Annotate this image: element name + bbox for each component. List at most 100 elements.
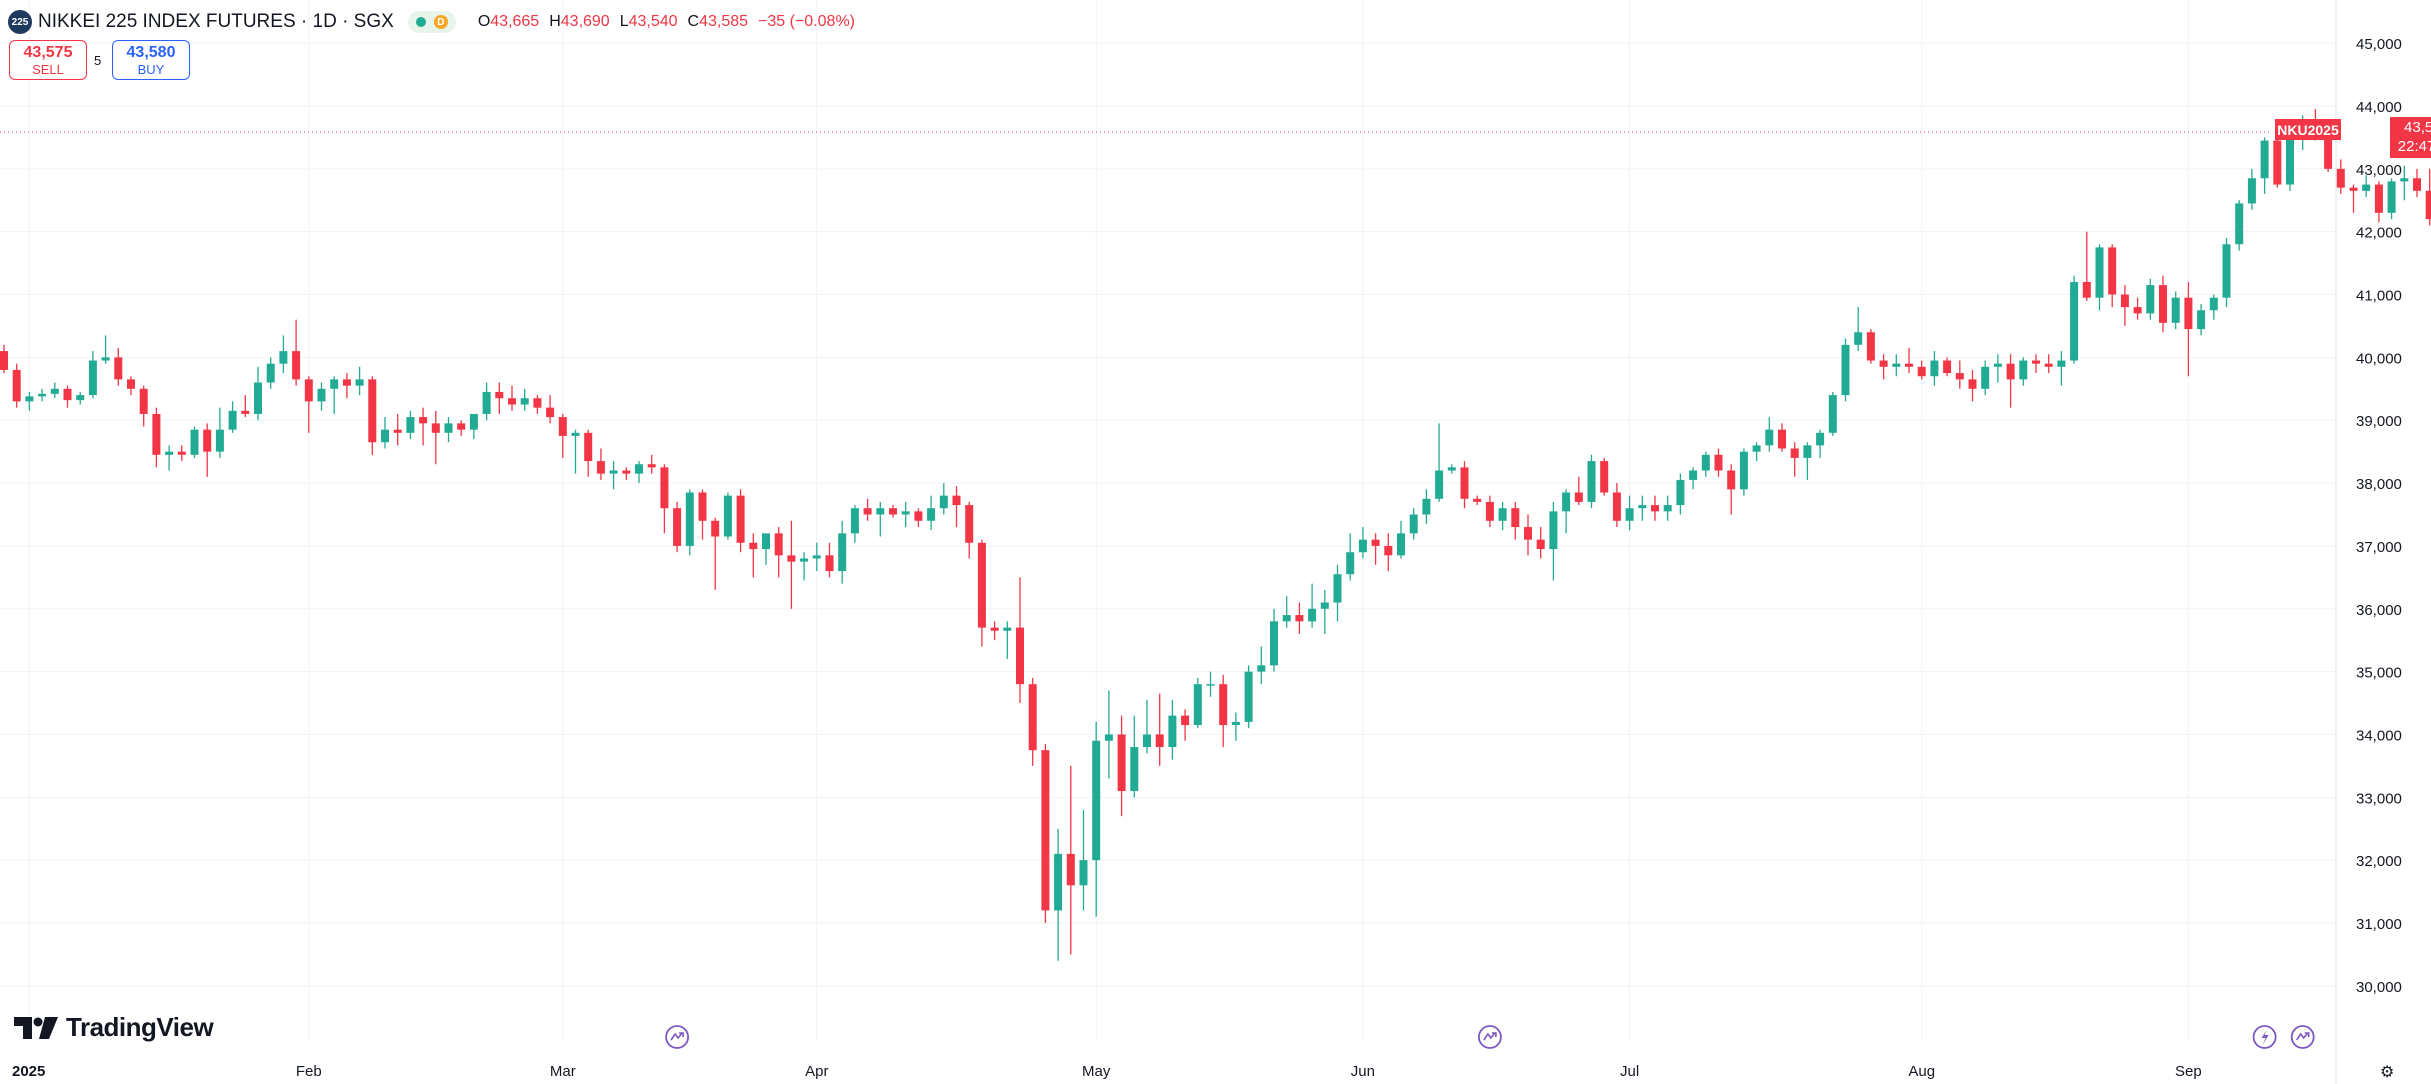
candle[interactable] <box>838 520 847 584</box>
candle[interactable] <box>2057 351 2066 386</box>
candle[interactable] <box>1193 677 1202 729</box>
candle[interactable] <box>723 492 732 540</box>
candle[interactable] <box>977 539 986 647</box>
candle[interactable] <box>1282 596 1291 628</box>
candle[interactable] <box>2032 354 2040 374</box>
candle[interactable] <box>1308 583 1317 628</box>
candle[interactable] <box>1536 527 1545 559</box>
candle[interactable] <box>304 376 313 433</box>
candle[interactable] <box>1905 347 1913 374</box>
candle[interactable] <box>1181 709 1190 741</box>
event-split-icon[interactable] <box>1478 1025 1502 1049</box>
candle[interactable] <box>1295 602 1304 634</box>
candle[interactable] <box>317 382 326 411</box>
candle[interactable] <box>1384 533 1393 572</box>
candle[interactable] <box>1701 451 1710 477</box>
candle[interactable] <box>698 489 707 540</box>
candle[interactable] <box>1574 476 1583 506</box>
candle[interactable] <box>1790 442 1799 477</box>
candle[interactable] <box>673 501 682 553</box>
candle[interactable] <box>1587 454 1596 509</box>
candle[interactable] <box>1549 501 1558 581</box>
candle[interactable] <box>825 542 834 578</box>
candle[interactable] <box>1752 442 1761 462</box>
candle[interactable] <box>215 407 224 458</box>
candle[interactable] <box>342 373 351 399</box>
event-split-icon[interactable] <box>2290 1025 2315 1049</box>
candle[interactable] <box>965 501 974 559</box>
candle[interactable] <box>38 388 47 402</box>
candle[interactable] <box>1003 621 1012 660</box>
candle[interactable] <box>165 445 174 471</box>
candle[interactable] <box>2082 231 2091 301</box>
candle[interactable] <box>596 448 605 480</box>
candle[interactable] <box>1155 693 1164 766</box>
candle[interactable] <box>50 382 59 399</box>
candle[interactable] <box>355 366 364 396</box>
symbol-title[interactable]: NIKKEI 225 INDEX FUTURES · 1D · SGX <box>38 11 394 32</box>
candle[interactable] <box>1320 589 1329 634</box>
candle[interactable] <box>101 335 110 364</box>
candle[interactable] <box>520 388 529 411</box>
candle[interactable] <box>685 489 694 556</box>
candle[interactable] <box>533 395 542 414</box>
candle[interactable] <box>2006 354 2015 408</box>
candle[interactable] <box>1358 527 1367 559</box>
candle[interactable] <box>2349 184 2358 213</box>
candle[interactable] <box>2159 275 2167 333</box>
candle[interactable] <box>2108 244 2117 308</box>
market-status-pill[interactable]: D <box>407 11 456 33</box>
candle[interactable] <box>88 351 97 399</box>
candle[interactable] <box>1854 307 1863 352</box>
candle[interactable] <box>1054 828 1063 961</box>
candle[interactable] <box>863 498 872 521</box>
candle[interactable] <box>241 395 250 418</box>
candle[interactable] <box>1435 423 1444 502</box>
candle[interactable] <box>114 347 123 386</box>
candle[interactable] <box>2374 181 2383 223</box>
candle[interactable] <box>990 621 999 641</box>
candle[interactable] <box>177 445 186 462</box>
candle[interactable] <box>1943 357 1952 377</box>
candle[interactable] <box>406 410 415 440</box>
candle[interactable] <box>1625 495 1634 531</box>
candle[interactable] <box>2336 159 2345 194</box>
candle[interactable] <box>266 357 275 389</box>
candle[interactable] <box>1117 715 1126 817</box>
buy-button[interactable]: 43,580 BUY <box>112 40 190 80</box>
candle[interactable] <box>381 417 389 449</box>
candle[interactable] <box>1028 677 1037 766</box>
candle[interactable] <box>1714 448 1723 477</box>
candle[interactable] <box>1803 442 1812 480</box>
candle[interactable] <box>1562 489 1571 534</box>
candle[interactable] <box>927 495 936 531</box>
candle[interactable] <box>1612 483 1621 528</box>
candle[interactable] <box>1371 533 1380 565</box>
candle[interactable] <box>889 505 897 518</box>
candle[interactable] <box>1955 360 1964 389</box>
candle[interactable] <box>1104 690 1113 779</box>
candle[interactable] <box>1143 699 1151 754</box>
candle[interactable] <box>1168 699 1177 760</box>
candle[interactable] <box>914 508 923 528</box>
candle[interactable] <box>2197 303 2206 336</box>
candle[interactable] <box>2247 168 2256 210</box>
candle[interactable] <box>1473 495 1482 506</box>
candle[interactable] <box>1930 351 1939 386</box>
candle[interactable] <box>1498 501 1507 531</box>
candle[interactable] <box>279 335 288 374</box>
candle[interactable] <box>419 407 428 446</box>
candle[interactable] <box>190 426 199 458</box>
candle[interactable] <box>762 533 770 565</box>
candle[interactable] <box>2209 294 2218 320</box>
candle[interactable] <box>139 385 148 427</box>
candle[interactable] <box>901 501 910 528</box>
candle[interactable] <box>254 366 262 421</box>
candle[interactable] <box>203 423 212 477</box>
candle[interactable] <box>2095 244 2104 311</box>
candle[interactable] <box>2387 178 2396 220</box>
candle[interactable] <box>330 376 339 414</box>
candle[interactable] <box>2425 168 2431 226</box>
candle[interactable] <box>2222 237 2231 308</box>
